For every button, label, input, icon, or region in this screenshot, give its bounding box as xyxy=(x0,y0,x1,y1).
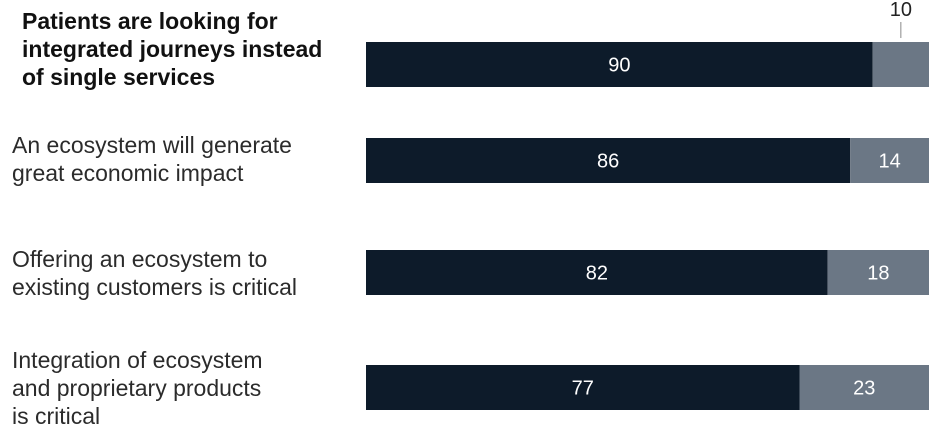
row-label-3: Integration of ecosystem and proprietary… xyxy=(12,346,352,430)
row-label-1-line-1: great economic impact xyxy=(12,160,244,186)
row-label-2-line-0: Offering an ecosystem to xyxy=(12,246,268,272)
bar-value-label-2-series-0: 82 xyxy=(586,263,608,285)
bar-0-series-1 xyxy=(872,42,929,87)
bar-value-label-2-series-1: 18 xyxy=(867,263,889,285)
row-label-0-line-0: Patients are looking for xyxy=(22,8,278,34)
bar-value-label-1-series-0: 86 xyxy=(597,151,619,173)
bar-value-label-3-series-0: 77 xyxy=(572,378,594,400)
row-label-0: Patients are looking for integrated jour… xyxy=(22,7,362,91)
bar-2-series-1 xyxy=(827,250,929,295)
bar-1-series-0 xyxy=(366,138,851,183)
bar-value-label-0-series-0: 90 xyxy=(608,55,630,77)
row-label-3-line-2: is critical xyxy=(12,403,101,429)
bar-3-series-0 xyxy=(366,365,800,410)
row-label-3-line-1: and proprietary products xyxy=(12,375,262,401)
bar-value-label-0-series-1: 10 xyxy=(890,0,912,21)
row-label-0-line-1: integrated journeys instead xyxy=(22,36,323,62)
row-label-3-line-0: Integration of ecosystem xyxy=(12,347,263,373)
bar-1-series-1 xyxy=(850,138,929,183)
bar-0-series-0 xyxy=(366,42,873,87)
bar-2-series-0 xyxy=(366,250,828,295)
row-label-2-line-1: existing customers is critical xyxy=(12,274,298,300)
row-label-0-line-2: of single services xyxy=(22,64,216,90)
row-label-2: Offering an ecosystem to existing custom… xyxy=(12,245,352,301)
bar-value-label-1-series-1: 14 xyxy=(878,151,900,173)
row-label-1-line-0: An ecosystem will generate xyxy=(12,132,292,158)
row-label-1: An ecosystem will generate great economi… xyxy=(12,131,352,187)
bar-3-series-1 xyxy=(799,365,929,410)
bar-value-label-3-series-1: 23 xyxy=(853,378,875,400)
